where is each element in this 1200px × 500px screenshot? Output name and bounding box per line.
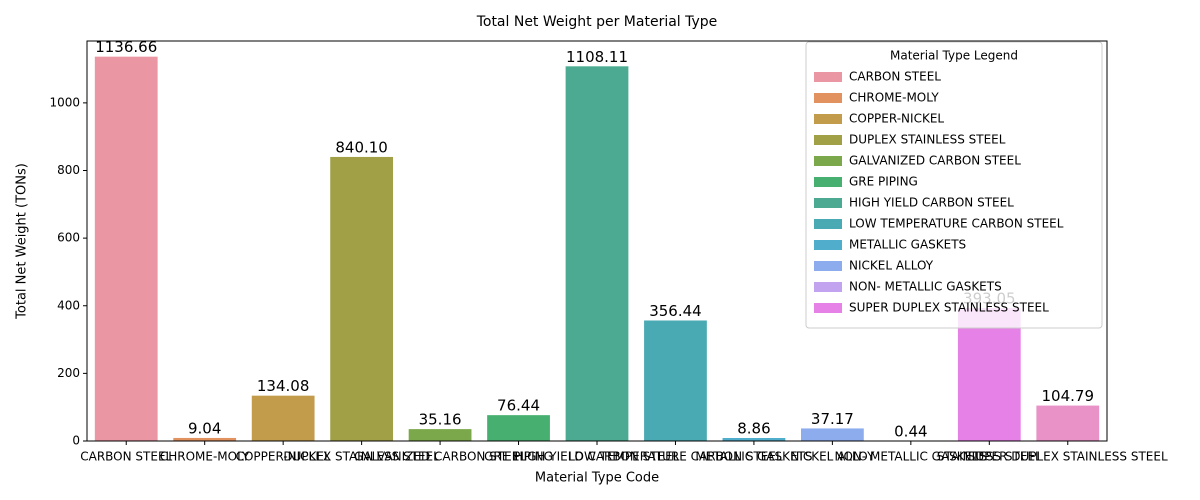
x-tick-label: NICKEL ALLOY (790, 450, 875, 464)
x-tick-label: METALLIC GASKETS (695, 450, 812, 464)
bar (173, 437, 237, 441)
x-tick-label: NON- METALLIC GASKETS (834, 450, 987, 464)
legend-swatch (814, 93, 842, 103)
y-tick-label: 0 (72, 434, 80, 448)
legend-swatch (814, 114, 842, 124)
value-label: 35.16 (419, 411, 462, 429)
value-label: 8.86 (737, 420, 770, 438)
legend-label: CHROME-MOLY (849, 91, 939, 105)
axes-frame (86, 40, 1108, 442)
x-tick-label: STAINLESS STEEL (937, 450, 1042, 464)
legend-label: LOW TEMPERATURE CARBON STEEL (849, 217, 1064, 231)
value-label: 134.08 (257, 377, 310, 395)
x-tick-label: CARBON STEEL (80, 450, 172, 464)
chart-title: Total Net Weight per Material Type (476, 14, 718, 30)
legend-label: NON- METALLIC GASKETS (849, 280, 1002, 294)
legend-label: HIGH YIELD CARBON STEEL (849, 196, 1014, 210)
legend-label: COPPER-NICKEL (849, 112, 944, 126)
value-label: 840.10 (335, 138, 388, 156)
legend-swatch (814, 156, 842, 166)
bar (487, 415, 550, 441)
x-tick-label: COPPER-NICKEL (236, 450, 331, 464)
x-tick-label: GALVANIZED CARBON STEEL (354, 450, 526, 464)
legend-label: DUPLEX STAINLESS STEEL (849, 133, 1006, 147)
legend-label: NICKEL ALLOY (849, 259, 934, 273)
x-tick-label: SUPER DUPLEX STAINLESS STEEL (968, 450, 1168, 464)
x-tick-label: CHROME-MOLY (160, 450, 250, 464)
bar (957, 308, 1021, 441)
legend-swatch (814, 219, 842, 229)
x-axis-label: Material Type Code (535, 471, 659, 486)
y-axis-label: Total Net Weight (TONs) (15, 163, 30, 320)
legend-swatch (814, 135, 842, 145)
value-label: 356.44 (649, 302, 702, 320)
x-tick-label: DUPLEX STAINLESS STEEL (283, 450, 440, 464)
legend-swatch (814, 303, 842, 313)
x-tick-label: HIGH YIELD CARBON STEEL (515, 450, 680, 464)
legend-box (805, 41, 1103, 329)
value-label: 1136.66 (95, 38, 157, 56)
legend-swatch (814, 198, 842, 208)
y-tick-label: 1000 (49, 95, 80, 109)
y-tick-label: 600 (57, 231, 80, 245)
legend-label: CARBON STEEL (849, 70, 941, 84)
legend-label: METALLIC GASKETS (849, 238, 966, 252)
value-label: 9.04 (188, 419, 221, 437)
legend-label: GALVANIZED CARBON STEEL (849, 154, 1021, 168)
value-label: 76.44 (497, 397, 540, 415)
value-label: 1108.11 (566, 48, 628, 66)
legend-label: SUPER DUPLEX STAINLESS STEEL (849, 301, 1049, 315)
bar (94, 56, 158, 441)
legend-title: Material Type Legend (890, 49, 1018, 63)
legend: Material Type Legend CARBON STEEL CHROME-M… (805, 41, 1103, 329)
bar (408, 429, 472, 441)
bar (1036, 405, 1100, 441)
y-tick-label: 200 (57, 366, 80, 380)
x-tick-label: GRE PIPING (484, 450, 553, 464)
bar (644, 320, 707, 441)
bar (801, 428, 864, 441)
y-tick-label: 800 (57, 163, 80, 177)
legend-label: GRE PIPING (849, 175, 918, 189)
value-label: 0.44 (894, 422, 927, 440)
legend-swatch (814, 240, 842, 250)
bar (722, 438, 786, 441)
value-label: 37.17 (811, 410, 854, 428)
bar (565, 66, 629, 442)
y-tick-label: 400 (57, 298, 80, 312)
value-label: 104.79 (1042, 387, 1095, 405)
legend-swatch (814, 261, 842, 271)
bar (330, 156, 393, 442)
x-tick-label: LOW TEMPERATURE CARBON STEEL (568, 450, 783, 464)
legend-swatch (814, 72, 842, 82)
legend-swatch (814, 282, 842, 292)
legend-swatch (814, 177, 842, 187)
bar (251, 395, 315, 441)
